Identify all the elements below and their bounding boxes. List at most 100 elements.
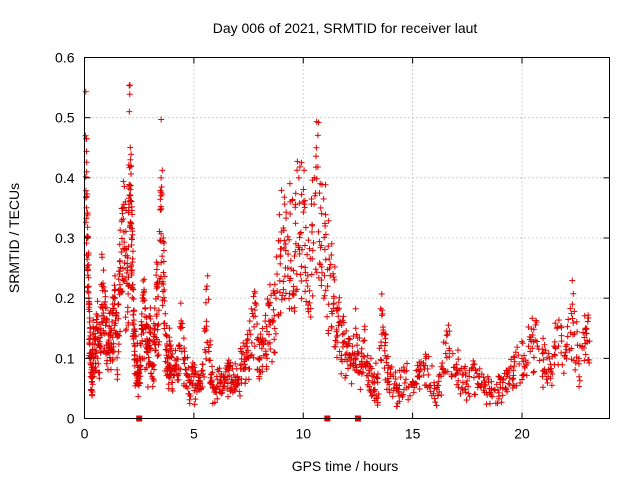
- data-point: [161, 239, 168, 246]
- data-point: [276, 277, 283, 284]
- data-point: [472, 367, 479, 374]
- data-point: [125, 201, 132, 208]
- data-point: [234, 373, 241, 380]
- data-point: [294, 158, 301, 165]
- data-point: [286, 180, 293, 187]
- data-point: [128, 170, 135, 177]
- data-point: [278, 296, 285, 303]
- data-point: [82, 194, 89, 201]
- data-point: [383, 386, 390, 393]
- data-point: [533, 338, 540, 345]
- data-point: [115, 276, 122, 283]
- data-point: [444, 368, 451, 375]
- data-point: [158, 116, 165, 123]
- data-point: [335, 313, 342, 320]
- data-point: [105, 337, 112, 344]
- data-point: [115, 301, 122, 308]
- data-point: [374, 375, 381, 382]
- data-point: [236, 388, 243, 395]
- data-point: [271, 281, 278, 288]
- data-point: [312, 266, 319, 273]
- data-point: [153, 311, 160, 318]
- data-point: [459, 379, 466, 386]
- data-point: [155, 293, 162, 300]
- data-point: [316, 260, 323, 267]
- data-point: [198, 385, 205, 392]
- y-axis-label: SRMTID / TECUs: [6, 183, 22, 293]
- data-point: [290, 283, 297, 290]
- data-point: [84, 224, 91, 231]
- data-point: [177, 325, 184, 332]
- data-point: [100, 309, 107, 316]
- data-point: [344, 358, 351, 365]
- data-point: [128, 220, 135, 227]
- data-point: [181, 360, 188, 367]
- data-point: [177, 300, 184, 307]
- chart-title: Day 006 of 2021, SRMTID for receiver lau…: [213, 20, 478, 36]
- data-point: [251, 306, 258, 313]
- data-point: [455, 384, 462, 391]
- data-point: [531, 368, 538, 375]
- data-point: [349, 343, 356, 350]
- y-tick-label: 0.3: [55, 230, 75, 246]
- data-point: [104, 317, 111, 324]
- data-point: [146, 336, 153, 343]
- data-point: [388, 363, 395, 370]
- data-point: [416, 386, 423, 393]
- data-point: [369, 391, 376, 398]
- data-point: [156, 338, 163, 345]
- data-point: [127, 156, 134, 163]
- data-point: [196, 380, 203, 387]
- data-point: [331, 343, 338, 350]
- data-point: [427, 388, 434, 395]
- data-point: [305, 237, 312, 244]
- data-point: [82, 88, 89, 95]
- data-point: [446, 353, 453, 360]
- data-point: [321, 234, 328, 241]
- data-point: [483, 401, 490, 408]
- data-point: [248, 339, 255, 346]
- data-point: [413, 380, 420, 387]
- data-point: [439, 360, 446, 367]
- data-point: [428, 362, 435, 369]
- data-point: [454, 347, 461, 354]
- data-point: [564, 333, 571, 340]
- data-point: [140, 289, 147, 296]
- data-point: [259, 325, 266, 332]
- data-point: [291, 253, 298, 260]
- data-point: [372, 360, 379, 367]
- data-point: [504, 388, 511, 395]
- data-point: [448, 373, 455, 380]
- data-point: [203, 355, 210, 362]
- data-point: [257, 331, 264, 338]
- data-point: [379, 307, 385, 314]
- data-point: [234, 381, 241, 388]
- data-point: [201, 328, 208, 335]
- data-point: [128, 242, 135, 249]
- data-point: [364, 360, 371, 367]
- data-point: [91, 341, 98, 348]
- data-point: [316, 238, 323, 245]
- data-point: [576, 383, 583, 390]
- data-point: [161, 297, 168, 304]
- data-point: [155, 351, 162, 358]
- data-point: [510, 382, 517, 389]
- data-point: [277, 253, 284, 260]
- data-point: [508, 356, 515, 363]
- data-point: [414, 362, 421, 369]
- data-point: [155, 321, 162, 328]
- data-point: [204, 272, 211, 279]
- data-point: [389, 393, 396, 400]
- data-point: [192, 382, 199, 389]
- data-point: [494, 400, 501, 407]
- data-point: [478, 384, 485, 391]
- data-point: [328, 252, 335, 259]
- data-point: [264, 355, 271, 362]
- data-point: [368, 365, 375, 372]
- data-point: [384, 375, 391, 382]
- data-point: [582, 325, 589, 332]
- data-point: [219, 387, 226, 394]
- data-point: [130, 296, 137, 303]
- data-point: [310, 239, 317, 246]
- data-point: [313, 153, 320, 160]
